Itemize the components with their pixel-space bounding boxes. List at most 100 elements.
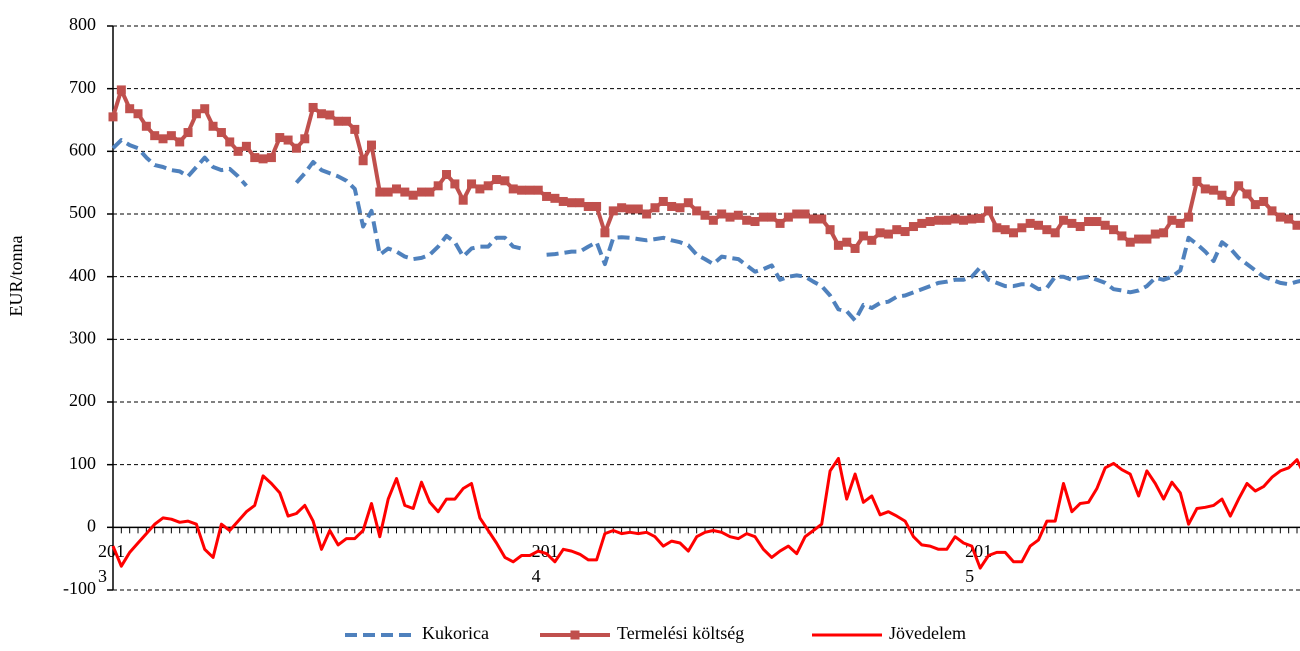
legend-label: Kukorica (422, 623, 489, 643)
point-marker (1017, 223, 1027, 233)
x-tick-label: 2014 (531, 541, 559, 587)
point-marker (1159, 228, 1169, 238)
point-marker (1275, 212, 1285, 222)
point-marker (575, 198, 585, 208)
point-marker (533, 185, 543, 195)
point-marker (1292, 220, 1300, 230)
point-marker (1250, 200, 1260, 210)
point-marker (1050, 228, 1060, 238)
point-marker (1067, 218, 1077, 228)
point-marker (783, 212, 793, 222)
y-tick-label: 0 (87, 515, 96, 535)
point-marker (300, 134, 310, 144)
point-marker (1175, 218, 1185, 228)
point-marker (758, 212, 768, 222)
point-marker (1200, 184, 1210, 194)
point-marker (1059, 215, 1069, 225)
point-marker (808, 214, 818, 224)
point-marker (1242, 189, 1252, 199)
point-marker (708, 215, 718, 225)
point-marker (867, 235, 877, 245)
point-marker (933, 215, 943, 225)
point-marker (1125, 237, 1135, 247)
point-marker (483, 181, 493, 191)
point-marker (900, 227, 910, 237)
y-tick-label: 500 (69, 202, 96, 222)
point-marker (875, 228, 885, 238)
point-marker (200, 104, 210, 114)
point-marker (141, 121, 151, 131)
point-marker (550, 193, 560, 203)
point-marker (150, 131, 160, 141)
point-marker (817, 214, 827, 224)
point-marker (283, 135, 293, 145)
point-marker (1075, 222, 1085, 232)
point-marker (266, 153, 276, 163)
point-marker (333, 116, 343, 126)
point-marker (1234, 181, 1244, 191)
point-marker (233, 146, 243, 156)
point-marker (1100, 220, 1110, 230)
point-marker (275, 133, 285, 143)
point-marker (166, 131, 176, 141)
point-marker (642, 209, 652, 219)
y-tick-label: -100 (63, 578, 96, 598)
point-marker (700, 210, 710, 220)
point-marker (692, 206, 702, 216)
point-marker (1267, 206, 1277, 216)
point-marker (1025, 218, 1035, 228)
point-marker (1259, 196, 1269, 206)
point-marker (216, 128, 226, 138)
point-marker (592, 201, 602, 211)
y-tick-label: 600 (69, 139, 96, 159)
point-marker (400, 187, 410, 197)
point-marker (1000, 225, 1010, 235)
point-marker (1167, 215, 1177, 225)
point-marker (717, 209, 727, 219)
point-marker (925, 217, 935, 227)
point-marker (725, 212, 735, 222)
point-marker (467, 179, 477, 189)
y-tick-label: 700 (69, 77, 96, 97)
point-marker (967, 214, 977, 224)
point-marker (600, 228, 610, 238)
point-marker (391, 184, 401, 194)
point-marker (433, 181, 443, 191)
point-marker (767, 212, 777, 222)
point-marker (1184, 212, 1194, 222)
point-marker (958, 215, 968, 225)
point-marker (942, 215, 952, 225)
point-marker (450, 179, 460, 189)
point-marker (258, 154, 268, 164)
point-marker (350, 124, 360, 134)
point-marker (517, 185, 527, 195)
point-marker (1084, 217, 1094, 227)
point-marker (116, 85, 126, 95)
point-marker (1284, 214, 1294, 224)
point-marker (775, 218, 785, 228)
point-marker (366, 140, 376, 150)
series-line (111, 138, 1300, 323)
point-marker (525, 185, 535, 195)
point-marker (417, 187, 427, 197)
point-marker (542, 191, 552, 201)
point-marker (883, 229, 893, 239)
point-marker (1109, 225, 1119, 235)
point-marker (191, 109, 201, 119)
point-marker (308, 102, 318, 112)
point-marker (800, 209, 810, 219)
point-marker (633, 204, 643, 214)
point-marker (917, 218, 927, 228)
point-marker (1217, 190, 1227, 200)
x-tick-label-box: 2014 (531, 541, 559, 587)
point-marker (1134, 234, 1144, 244)
point-marker (291, 143, 301, 153)
y-axis-label: EUR/tonna (6, 235, 26, 316)
point-marker (892, 225, 902, 235)
series-line (111, 87, 1300, 251)
point-marker (125, 104, 135, 114)
point-marker (1209, 185, 1219, 195)
point-marker (442, 170, 452, 180)
point-marker (183, 128, 193, 138)
point-marker (742, 215, 752, 225)
